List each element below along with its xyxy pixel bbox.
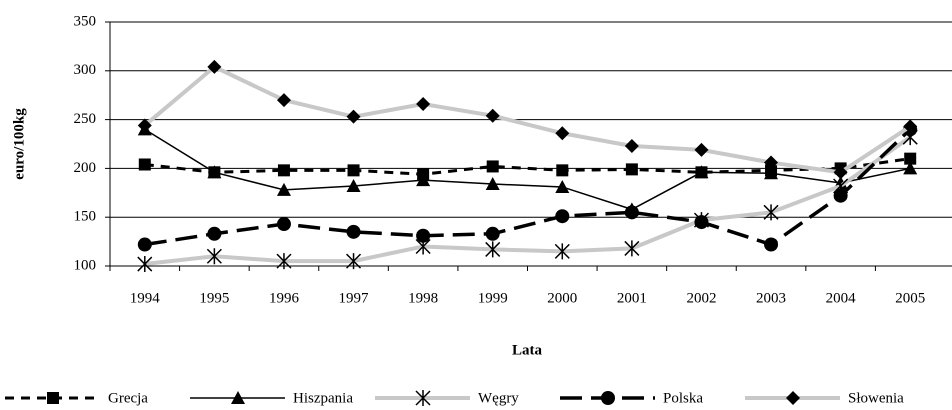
x-tick-label: 2003 — [756, 290, 786, 306]
marker — [138, 158, 151, 171]
x-tick-label: 1998 — [408, 290, 438, 306]
marker — [625, 163, 638, 176]
marker — [207, 226, 222, 241]
marker — [137, 256, 153, 273]
x-tick-label: 2002 — [686, 290, 716, 306]
marker — [486, 160, 499, 173]
marker — [207, 165, 222, 179]
marker — [555, 209, 570, 224]
marker — [416, 96, 431, 111]
marker — [903, 161, 918, 175]
marker — [416, 228, 431, 243]
y-axis-title: euro/100kg — [11, 108, 27, 180]
marker — [485, 108, 500, 123]
marker — [207, 59, 222, 74]
marker — [624, 205, 639, 220]
marker — [346, 224, 361, 239]
marker — [763, 204, 779, 221]
y-tick-label: 200 — [74, 160, 97, 176]
y-tick-label: 350 — [74, 13, 97, 29]
marker — [694, 215, 709, 230]
series-line — [144, 128, 912, 247]
legend-marker — [786, 391, 800, 405]
marker — [276, 253, 292, 270]
marker — [694, 165, 709, 179]
marker — [346, 109, 361, 124]
marker — [347, 164, 360, 177]
x-tick-label: 2000 — [547, 290, 577, 306]
x-tick-label: 2004 — [826, 290, 857, 306]
legend-marker — [415, 390, 431, 406]
x-tick-label: 1994 — [130, 290, 161, 306]
legend-label: Polska — [663, 390, 703, 406]
marker — [137, 237, 152, 252]
marker — [416, 173, 431, 187]
marker — [555, 179, 570, 193]
legend-label: Słowenia — [848, 390, 904, 406]
marker — [694, 142, 709, 157]
marker — [346, 178, 361, 192]
marker — [485, 226, 500, 241]
legend-label: Węgry — [478, 390, 519, 406]
marker — [554, 243, 570, 260]
marker — [555, 126, 570, 141]
x-axis-title: Lata — [512, 342, 543, 358]
x-tick-label: 2001 — [617, 290, 647, 306]
marker — [764, 155, 779, 170]
x-tick-label: 1995 — [199, 290, 229, 306]
marker — [903, 119, 918, 134]
marker — [764, 166, 779, 180]
series-line — [144, 135, 912, 267]
marker — [833, 165, 848, 180]
y-tick-label: 150 — [74, 209, 97, 225]
marker — [624, 138, 639, 153]
marker — [276, 217, 291, 232]
x-tick-label: 1996 — [269, 290, 300, 306]
series-line — [144, 157, 911, 176]
marker — [276, 93, 291, 108]
legend-marker — [601, 391, 615, 405]
y-tick-label: 300 — [74, 62, 97, 78]
legend-label: Grecja — [108, 390, 148, 406]
legend-label: Hiszpania — [293, 390, 353, 406]
marker — [346, 253, 362, 270]
marker — [485, 241, 501, 258]
marker — [137, 118, 152, 133]
y-tick-label: 250 — [74, 111, 97, 127]
marker — [276, 182, 291, 196]
series-line — [143, 64, 912, 175]
marker — [556, 164, 569, 177]
legend-marker — [47, 392, 59, 404]
marker — [206, 248, 222, 265]
x-tick-label: 1999 — [478, 290, 508, 306]
marker — [277, 164, 290, 177]
marker — [624, 240, 640, 257]
marker — [485, 177, 500, 191]
x-tick-label: 1997 — [339, 290, 370, 306]
marker — [833, 188, 848, 203]
y-tick-label: 100 — [74, 257, 97, 273]
marker — [904, 152, 917, 165]
marker — [764, 237, 779, 252]
series-line — [144, 128, 911, 211]
x-tick-label: 2005 — [895, 290, 925, 306]
legend-marker — [231, 391, 245, 404]
